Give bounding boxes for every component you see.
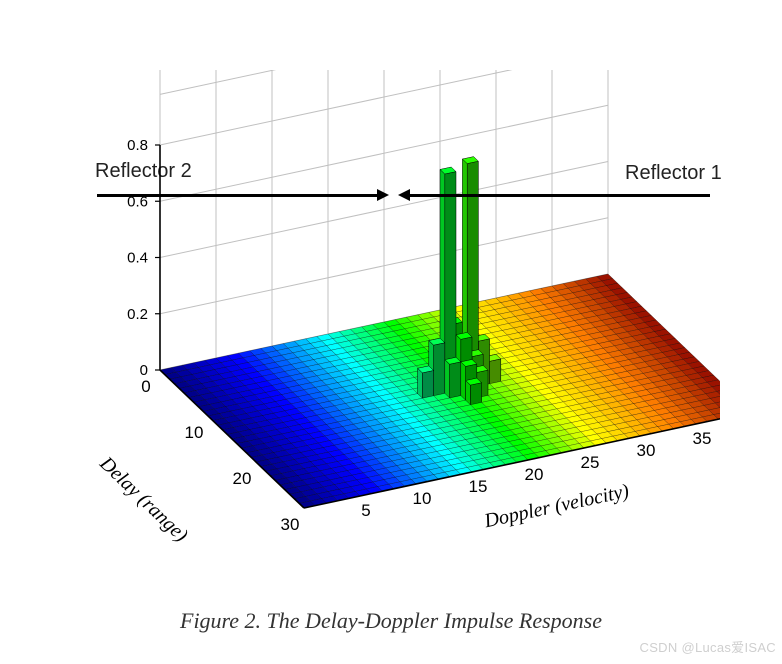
svg-text:0.8: 0.8 bbox=[127, 137, 148, 154]
svg-text:20: 20 bbox=[525, 465, 544, 484]
svg-text:10: 10 bbox=[413, 489, 432, 508]
reflector-2-arrow-line bbox=[97, 194, 377, 197]
svg-text:20: 20 bbox=[233, 469, 252, 488]
svg-text:0.2: 0.2 bbox=[127, 306, 148, 323]
svg-text:15: 15 bbox=[469, 477, 488, 496]
reflector-2-arrowhead bbox=[377, 189, 389, 201]
svg-text:30: 30 bbox=[637, 441, 656, 460]
svg-text:25: 25 bbox=[581, 453, 600, 472]
delay-doppler-3d-chart: 00.20.40.60.80102030Delay (range)5101520… bbox=[60, 70, 720, 550]
svg-text:35: 35 bbox=[693, 429, 712, 448]
svg-text:Delay (range): Delay (range) bbox=[95, 452, 193, 547]
figure-canvas: Reflector 2 Reflector 1 00.20.40.60.8010… bbox=[0, 0, 782, 664]
reflector-1-arrowhead bbox=[398, 189, 410, 201]
figure-caption: Figure 2. The Delay-Doppler Impulse Resp… bbox=[0, 608, 782, 634]
svg-text:30: 30 bbox=[281, 515, 300, 534]
watermark-text: CSDN @Lucas爱ISAC bbox=[640, 637, 776, 656]
chart-svg: 00.20.40.60.80102030Delay (range)5101520… bbox=[60, 70, 720, 550]
svg-text:0.4: 0.4 bbox=[127, 250, 148, 267]
svg-text:Doppler (velocity): Doppler (velocity) bbox=[482, 480, 632, 533]
reflector-1-arrow-line bbox=[410, 194, 710, 197]
svg-text:0: 0 bbox=[141, 377, 150, 396]
svg-text:5: 5 bbox=[361, 501, 370, 520]
svg-text:10: 10 bbox=[185, 423, 204, 442]
